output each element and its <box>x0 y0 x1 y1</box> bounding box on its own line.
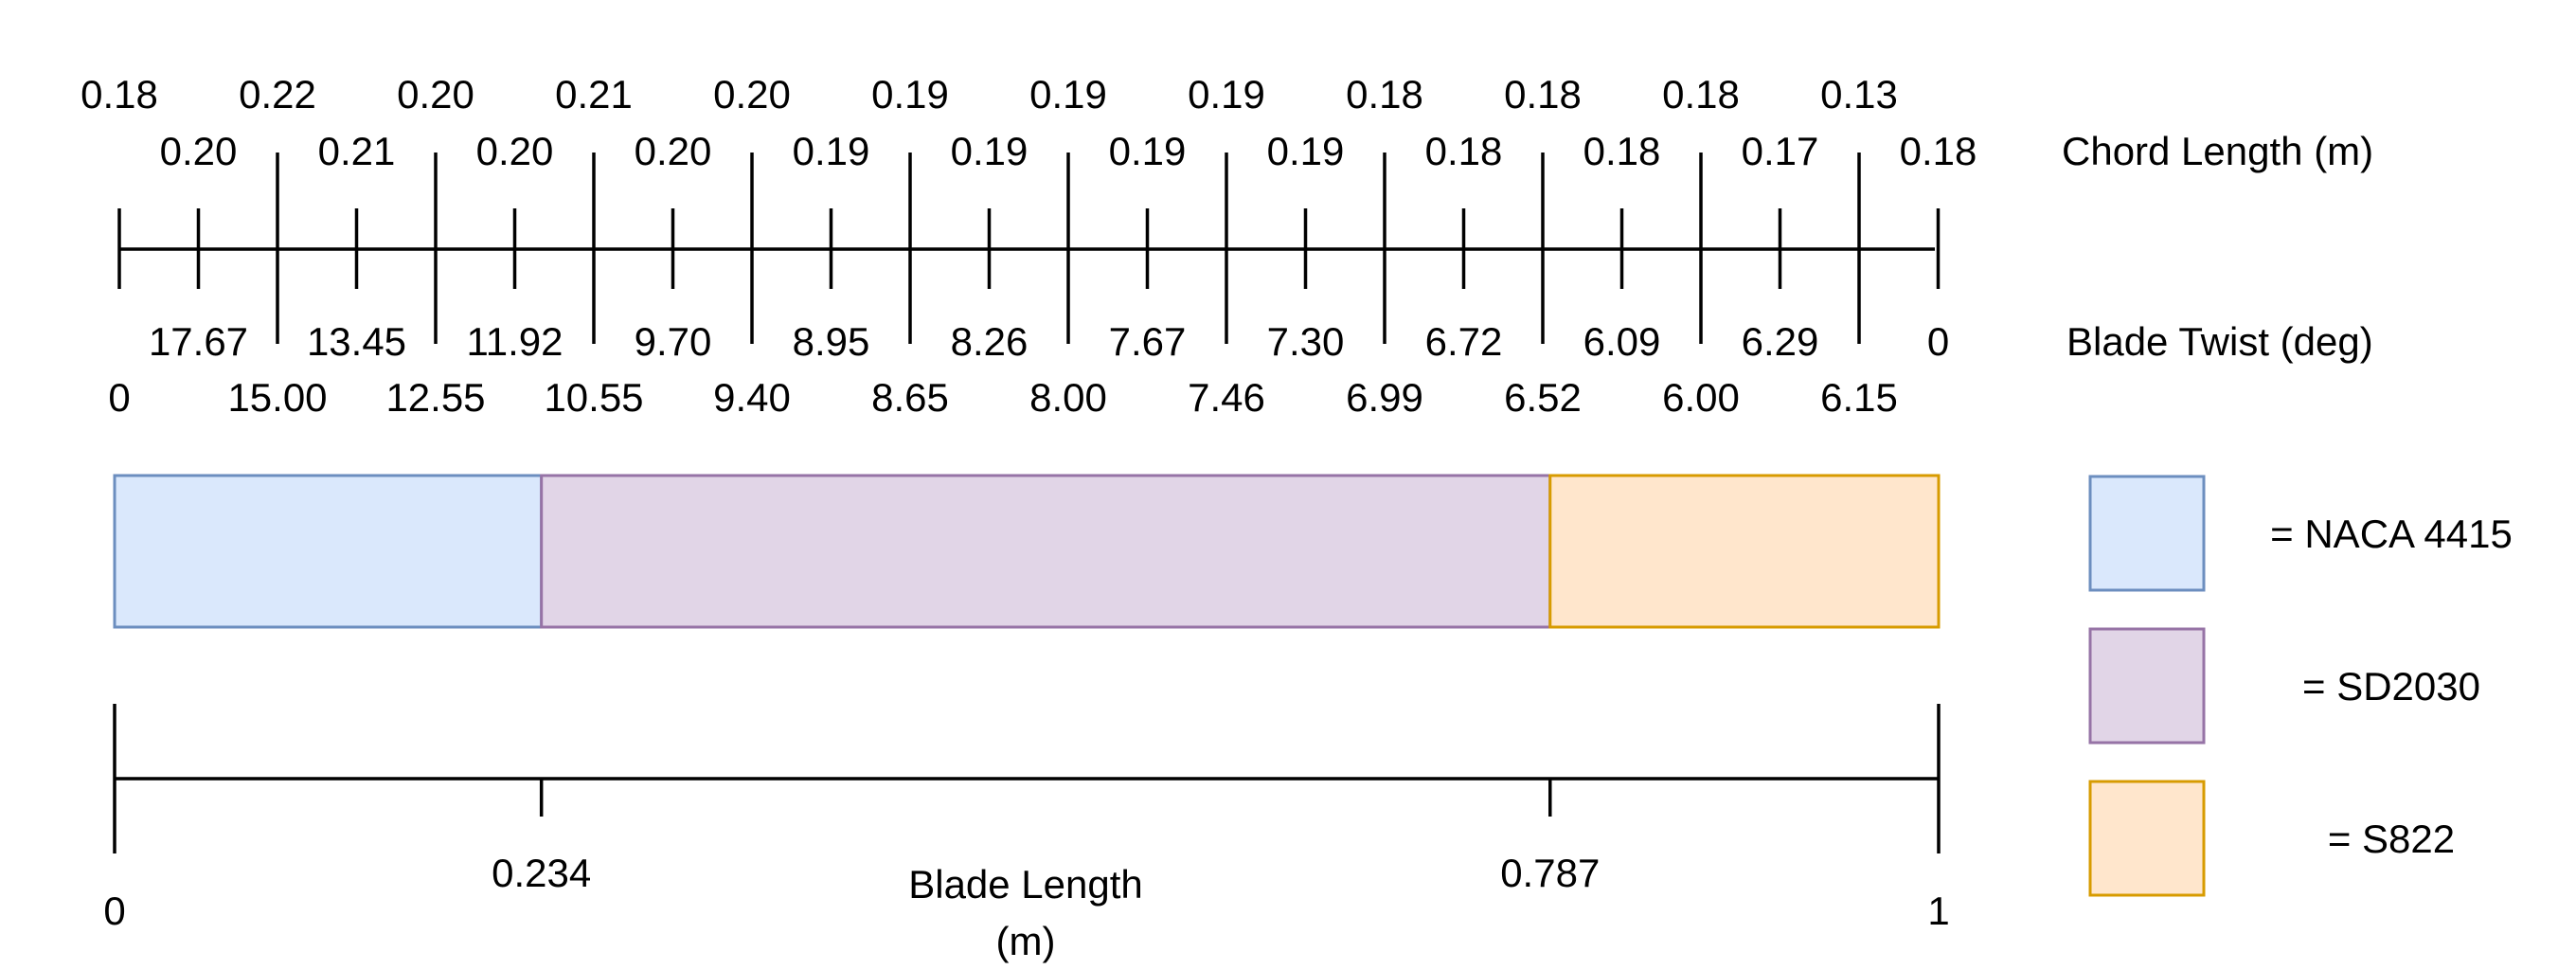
twist-value-lower: 6.99 <box>1346 375 1423 420</box>
legend-swatch <box>2088 475 2206 592</box>
chord-value-lower: 0.18 <box>1425 129 1503 173</box>
twist-value-upper: 11.92 <box>467 319 564 364</box>
twist-value-upper: 9.70 <box>635 319 712 364</box>
blade-length-tick-label: 0.234 <box>492 851 591 895</box>
blade-length-title: Blade Length <box>908 862 1143 907</box>
legend-label: = NACA 4415 <box>2270 512 2513 556</box>
chord-value-lower: 0.19 <box>1109 129 1187 173</box>
twist-value-lower: 10.55 <box>544 375 643 420</box>
legend-swatch <box>2088 627 2206 745</box>
twist-value-lower: 7.46 <box>1188 375 1265 420</box>
chord-value-upper: 0.18 <box>1662 72 1740 117</box>
chord-lower-values: 0.20 0.21 0.20 0.20 0.19 0.19 0.19 0.19 0.18 0.18… <box>160 129 1977 173</box>
twist-value-lower: 8.65 <box>871 375 949 420</box>
twist-upper-values: 17.67 13.45 11.92 9.70 8.95 8.26 7.67 7.30 6.72 6… <box>149 319 1949 364</box>
station-axis <box>117 153 1941 344</box>
blade-length-tick-label: 0 <box>103 889 125 933</box>
chord-value-lower: 0.18 <box>1900 129 1977 173</box>
chord-value-upper: 0.19 <box>1188 72 1265 117</box>
station-ticks <box>117 153 1941 344</box>
blade-length-tick-label: 0.787 <box>1500 851 1600 895</box>
twist-value-lower: 6.00 <box>1662 375 1740 420</box>
twist-value-upper: 6.09 <box>1583 319 1661 364</box>
twist-value-upper: 8.26 <box>951 319 1029 364</box>
chord-value-lower: 0.20 <box>476 129 554 173</box>
twist-value-upper: 13.45 <box>307 319 406 364</box>
chord-upper-values: 0.18 0.22 0.20 0.21 0.20 0.19 0.19 0.19 0.18 0.18… <box>80 72 1898 117</box>
segment-naca-4415 <box>113 474 544 629</box>
chord-value-upper: 0.20 <box>397 72 474 117</box>
segment-sd2030 <box>540 474 1552 629</box>
blade-length-axis: 0 0.234 0.787 1 Blade Length (m) <box>103 704 1950 963</box>
blade-length-tick-label: 1 <box>1927 889 1949 933</box>
chord-value-lower: 0.20 <box>635 129 712 173</box>
chord-value-upper: 0.18 <box>80 72 158 117</box>
segment-s822 <box>1548 474 1941 629</box>
twist-value-upper: 6.72 <box>1425 319 1503 364</box>
legend-label: = SD2030 <box>2302 664 2480 709</box>
chord-value-lower: 0.20 <box>160 129 238 173</box>
chord-value-lower: 0.19 <box>951 129 1029 173</box>
twist-value-upper: 17.67 <box>149 319 248 364</box>
chord-value-lower: 0.19 <box>1267 129 1345 173</box>
twist-value-lower: 12.55 <box>385 375 485 420</box>
chord-value-upper: 0.13 <box>1820 72 1898 117</box>
chord-value-lower: 0.19 <box>793 129 870 173</box>
twist-value-lower: 9.40 <box>713 375 791 420</box>
chord-length-label: Chord Length (m) <box>2062 129 2373 173</box>
twist-value-lower: 15.00 <box>227 375 327 420</box>
chord-value-upper: 0.21 <box>555 72 633 117</box>
chord-value-lower: 0.17 <box>1742 129 1819 173</box>
twist-value-upper: 0 <box>1927 319 1949 364</box>
legend-swatch <box>2088 780 2206 897</box>
chord-value-lower: 0.21 <box>318 129 396 173</box>
chord-value-lower: 0.18 <box>1583 129 1661 173</box>
chord-value-upper: 0.18 <box>1504 72 1582 117</box>
twist-value-upper: 7.67 <box>1109 319 1187 364</box>
legend-label: = S822 <box>2328 817 2455 861</box>
chord-value-upper: 0.18 <box>1346 72 1423 117</box>
twist-value-lower: 6.15 <box>1820 375 1898 420</box>
twist-value-lower: 6.52 <box>1504 375 1582 420</box>
airfoil-legend: = NACA 4415 = SD2030 = S822 <box>2088 475 2513 897</box>
chord-value-upper: 0.20 <box>713 72 791 117</box>
airfoil-segment-bar <box>113 474 1941 629</box>
blade-length-unit: (m) <box>996 919 1056 963</box>
twist-value-upper: 8.95 <box>793 319 870 364</box>
blade-twist-label: Blade Twist (deg) <box>2066 319 2373 364</box>
blade-length-ticks: 0 0.234 0.787 1 <box>103 704 1950 933</box>
chord-value-upper: 0.19 <box>871 72 949 117</box>
chord-value-upper: 0.22 <box>239 72 316 117</box>
twist-value-upper: 6.29 <box>1742 319 1819 364</box>
twist-value-lower: 0 <box>108 375 130 420</box>
twist-value-lower: 8.00 <box>1029 375 1107 420</box>
chord-value-upper: 0.19 <box>1029 72 1107 117</box>
twist-lower-values: 0 15.00 12.55 10.55 9.40 8.65 8.00 7.46 6.99 6.52… <box>108 375 1898 420</box>
twist-value-upper: 7.30 <box>1267 319 1345 364</box>
